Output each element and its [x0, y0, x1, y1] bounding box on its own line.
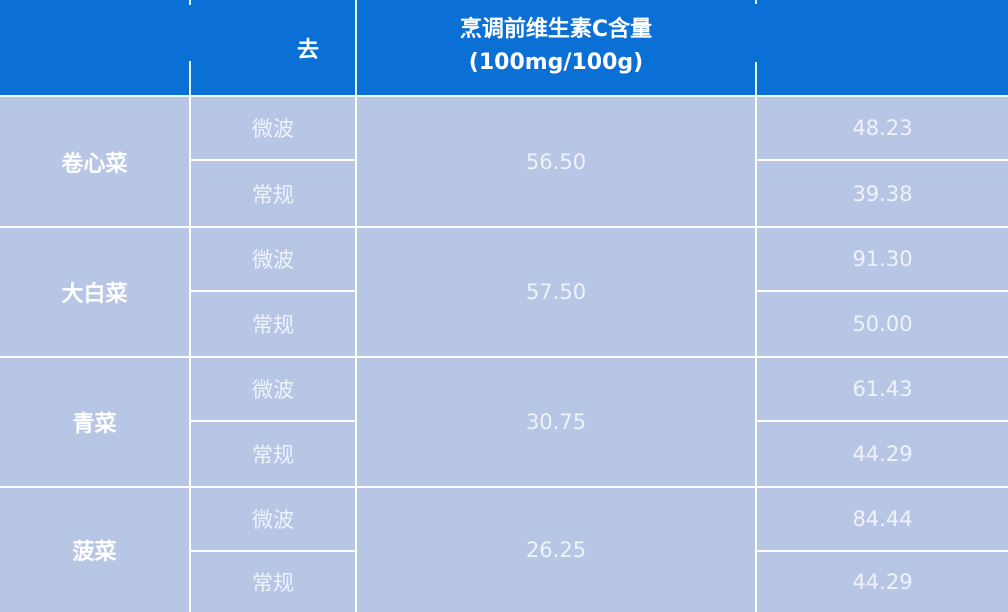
- vegetable-name-cell: 菠菜: [0, 488, 191, 612]
- microwave-value-cell: 48.23: [757, 97, 1008, 161]
- before-cooking-value-cell: 57.50: [357, 228, 757, 356]
- method-microwave-cell: 微波: [191, 358, 355, 422]
- header-partial-label: 去: [297, 38, 320, 63]
- header-title-line2: (100mg/100g): [468, 50, 644, 75]
- conventional-value-cell: 50.00: [852, 312, 913, 336]
- cooking-method-column: 微波 常规: [191, 97, 357, 226]
- method-conventional-cell: 常规: [252, 571, 294, 595]
- method-conventional-cell: 常规: [252, 313, 294, 337]
- after-cooking-column: 84.44 44.29: [757, 488, 1008, 612]
- conventional-value-cell: 44.29: [852, 442, 913, 466]
- cooking-method-column: 微波 常规: [191, 488, 357, 612]
- microwave-value-cell: 91.30: [757, 228, 1008, 292]
- before-cooking-value-cell: 30.75: [357, 358, 757, 486]
- header-divider-col3-top: [755, 0, 757, 4]
- header-divider-col1-bottom: [189, 61, 191, 95]
- table-row-group-cabbage: 卷心菜 微波 常规 56.50 48.23 39.38: [0, 97, 1008, 226]
- before-cooking-value-cell: 56.50: [357, 97, 757, 226]
- table-row-group-greens: 青菜 微波 常规 30.75 61.43 44.29: [0, 356, 1008, 486]
- before-cooking-value-cell: 26.25: [357, 488, 757, 612]
- microwave-value-cell: 84.44: [757, 488, 1008, 552]
- method-microwave-cell: 微波: [191, 488, 355, 552]
- vegetable-name-cell: 青菜: [0, 358, 191, 486]
- method-microwave-cell: 微波: [191, 97, 355, 161]
- cooking-method-column: 微波 常规: [191, 228, 357, 356]
- after-cooking-column: 61.43 44.29: [757, 358, 1008, 486]
- after-cooking-column: 91.30 50.00: [757, 228, 1008, 356]
- vegetable-name-cell: 大白菜: [0, 228, 191, 356]
- table-body: 卷心菜 微波 常规 56.50 48.23 39.38 大白菜 微波 常规 57…: [0, 95, 1008, 612]
- table-row-group-spinach: 菠菜 微波 常规 26.25 84.44 44.29: [0, 486, 1008, 612]
- table-row-group-napa-cabbage: 大白菜 微波 常规 57.50 91.30 50.00: [0, 226, 1008, 356]
- method-microwave-cell: 微波: [191, 228, 355, 292]
- header-title: 烹调前维生素C含量 (100mg/100g): [356, 13, 756, 79]
- header-divider-col1-top: [189, 0, 191, 5]
- method-conventional-cell: 常规: [252, 182, 294, 207]
- vegetable-name-cell: 卷心菜: [0, 97, 191, 226]
- header-divider-col2: [355, 0, 357, 95]
- cooking-method-column: 微波 常规: [191, 358, 357, 486]
- conventional-value-cell: 44.29: [852, 570, 913, 594]
- microwave-value-cell: 61.43: [757, 358, 1008, 422]
- after-cooking-column: 48.23 39.38: [757, 97, 1008, 226]
- method-conventional-cell: 常规: [252, 443, 294, 467]
- conventional-value-cell: 39.38: [852, 181, 913, 206]
- header-divider-col3-bottom: [755, 62, 757, 95]
- table-header: 去 烹调前维生素C含量 (100mg/100g): [0, 0, 1008, 95]
- header-title-line1: 烹调前维生素C含量: [459, 17, 653, 42]
